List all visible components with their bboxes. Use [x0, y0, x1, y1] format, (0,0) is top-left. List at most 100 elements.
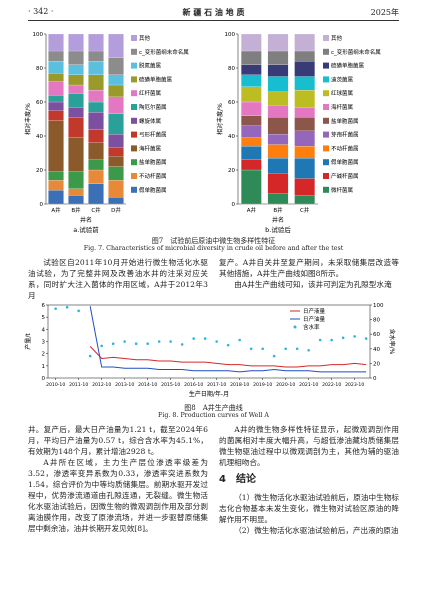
legend-label: c_变形菌纲未命名属 — [331, 48, 381, 56]
paragraph: 复产。A井自关井至复产期间，未采取储集层改造等其他措施，A井生产曲线如图8所示。 — [219, 258, 399, 278]
y2-tick-label: 0 — [373, 376, 377, 382]
bar-segment — [88, 169, 104, 184]
bar-segment — [88, 112, 104, 130]
y2-tick-label: 40 — [373, 347, 380, 353]
x-tick-label: 2010-10 — [46, 382, 65, 388]
legend-swatch — [131, 35, 137, 41]
bar-segment — [48, 72, 64, 82]
legend-label: 假单胞菌属 — [139, 186, 167, 194]
bar-segment — [294, 195, 315, 205]
bar-segment — [267, 158, 289, 174]
y2-tick-label: 80 — [373, 318, 380, 324]
x-tick-label: D井 — [111, 206, 121, 214]
legend-label: 芽孢杆菌属 — [331, 131, 359, 139]
legend-swatch — [131, 62, 137, 69]
data-point — [272, 354, 276, 358]
y2-axis-label: 含水率/% — [388, 329, 396, 355]
bar-segment — [108, 166, 124, 181]
x-tick-label: 2020-10 — [276, 382, 295, 388]
data-point — [146, 342, 149, 345]
bar-segment — [241, 33, 262, 52]
x-tick-label: 2023-10 — [345, 382, 364, 388]
bar-segment — [48, 120, 64, 172]
data-point — [169, 340, 172, 343]
bar-segment — [108, 147, 124, 157]
data-point — [249, 347, 253, 351]
chart-before: 0 20 40 60 80 100 相对丰度/% 井名a.试验前 A井 B井 C井 D井 假单胞菌属 不动… — [24, 32, 189, 234]
plot-frame — [47, 304, 371, 379]
bar-segment — [294, 130, 315, 147]
bar-segment — [267, 91, 289, 106]
paragraph: 井。复产后，最大日产油量为1.21 t，截至2024年6月，平均日产油量为0.5… — [28, 425, 208, 456]
bar-segment — [241, 115, 262, 126]
legend-label: c_变形菌纲未命名属 — [139, 48, 189, 56]
legend-swatch — [323, 48, 329, 55]
data-point — [88, 354, 92, 358]
data-point — [157, 340, 161, 343]
legend-label: 脱氮菌属 — [139, 62, 161, 70]
bar-segment — [108, 84, 124, 97]
x-tick-label: C井 — [300, 206, 310, 214]
y-tick-label: 0 — [42, 376, 46, 382]
bar-segment — [267, 50, 289, 65]
bar-segment — [267, 173, 289, 194]
legend-label: 红球菌属 — [331, 89, 353, 97]
bar-segment — [88, 129, 104, 143]
paragraph: A井所在区域，主力生产层位渗透率级差为3.52，渗透率变异系数为0.33，渗透率… — [28, 458, 208, 533]
legend-swatch — [323, 117, 329, 124]
bar-segment — [108, 74, 124, 86]
legend-label: 日产液量 — [303, 307, 326, 315]
legend-swatch — [323, 62, 329, 69]
data-point — [65, 305, 69, 309]
bar-segment — [267, 33, 289, 52]
bar-segment — [48, 171, 64, 181]
y-tick-label: 5 — [42, 315, 46, 321]
bar-segment — [88, 142, 104, 160]
bar-segment — [267, 144, 289, 159]
paragraph: （2）微生物活化水驱油试验前后，产出液的原油 — [234, 526, 399, 535]
fig8-caption-en: Fig. 8. Production curves of Well A — [158, 412, 269, 419]
bar-segment — [48, 190, 64, 205]
x-tick-label: 2013-10 — [115, 382, 134, 388]
bar-segment — [48, 180, 64, 191]
bar-segment — [267, 76, 289, 92]
x-tick-label: 2018-10 — [230, 382, 249, 388]
data-point — [295, 347, 299, 351]
legend-swatch — [131, 90, 137, 97]
y-tick-label: 40 — [228, 134, 235, 140]
bar-segment — [241, 64, 262, 75]
bar-segment — [88, 101, 104, 113]
y-tick-label: 3 — [42, 340, 46, 346]
bar-segment — [68, 74, 84, 86]
y-axis-label: 相对丰度/% — [24, 103, 32, 135]
bar-segment — [294, 146, 315, 159]
data-point — [226, 343, 230, 347]
bar-segment — [241, 137, 262, 147]
bar-segment — [88, 183, 104, 205]
legend-label: 弓形杆菌属 — [139, 131, 167, 139]
bar-segment — [68, 106, 84, 118]
bar-segment — [241, 146, 262, 160]
data-point — [203, 337, 207, 340]
bar-segment — [88, 33, 104, 52]
bar-segment — [48, 50, 64, 62]
legend-label: 硫磺单胞菌属 — [331, 62, 364, 70]
bar-segment — [68, 195, 84, 205]
data-point — [180, 343, 184, 346]
column: 试验区自2011年10月开始进行微生物活化水驱油试验，为了完整井网及改善油水井的… — [28, 257, 208, 301]
legend-label: 螺旋体属 — [139, 117, 161, 125]
x-axis-label: 井名 — [80, 216, 92, 224]
bar-segment — [48, 101, 64, 111]
y-tick-label: 2 — [42, 352, 46, 358]
legend-swatch — [323, 173, 329, 179]
bar-segment — [48, 33, 64, 52]
legend-label: 其他 — [139, 34, 151, 42]
x-tick-label: 2017-10 — [207, 382, 226, 388]
bar-segment — [108, 96, 124, 115]
data-point — [261, 347, 264, 351]
y-tick-label: 60 — [36, 100, 43, 106]
legend-label: 微杆菌属 — [331, 186, 353, 194]
data-point — [192, 337, 195, 340]
legend-label: 假单胞菌属 — [331, 158, 359, 166]
y2-tick-label: 20 — [373, 361, 380, 367]
